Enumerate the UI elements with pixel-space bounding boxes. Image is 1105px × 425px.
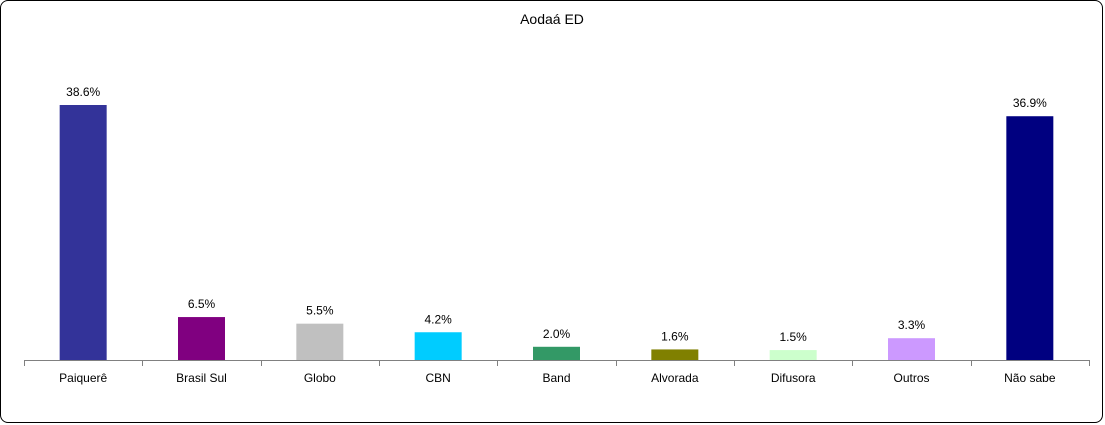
bar (1006, 116, 1054, 361)
category-label: Brasil Sul (176, 371, 227, 385)
data-label: 3.3% (898, 318, 926, 332)
bar (769, 350, 817, 360)
category-label: Globo (304, 371, 336, 385)
data-label: 6.5% (188, 297, 216, 311)
data-label: 38.6% (66, 85, 100, 99)
category-label: Difusora (771, 371, 816, 385)
bar (296, 323, 344, 360)
category-label: Alvorada (651, 371, 699, 385)
category-label: Outros (893, 371, 929, 385)
chart-title: Aodaá ED (520, 11, 584, 27)
data-label: 4.2% (424, 312, 452, 326)
bar (414, 332, 462, 360)
bar (888, 338, 935, 360)
category-label: Band (542, 371, 570, 385)
bar (59, 105, 107, 360)
bar (651, 349, 699, 360)
category-label: Não sabe (1004, 371, 1056, 385)
data-label: 1.5% (779, 330, 807, 344)
bar (533, 346, 580, 360)
category-label: Paiquerê (59, 371, 107, 385)
data-label: 36.9% (1013, 96, 1047, 110)
data-label: 2.0% (543, 327, 571, 341)
bar (178, 317, 225, 360)
data-label: 1.6% (661, 329, 689, 343)
data-label: 5.5% (306, 304, 334, 318)
category-label: CBN (425, 371, 450, 385)
